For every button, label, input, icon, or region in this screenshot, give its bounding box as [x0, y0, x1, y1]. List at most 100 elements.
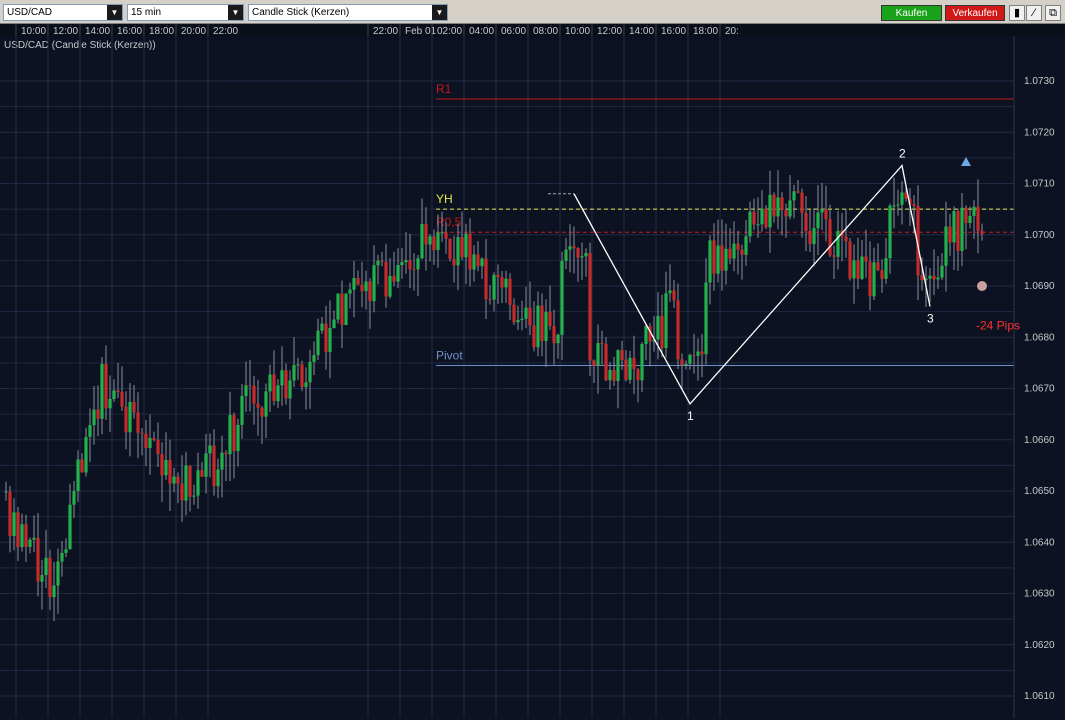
candle-bull: [940, 265, 944, 278]
pattern-point-label: 3: [927, 312, 934, 326]
price-tick-label: 1.0640: [1024, 537, 1055, 548]
candle-bull: [756, 224, 760, 226]
candlestick-chart[interactable]: 10:00 12:00 14:00 16:00 18:00 20:00 22:00 22:00…: [0, 24, 1065, 720]
candle-bull: [760, 208, 764, 225]
candle-bull: [204, 453, 208, 477]
time-tick-label: 08:00: [533, 26, 558, 37]
popout-icon[interactable]: ⧉: [1045, 5, 1061, 21]
candle-bull: [364, 281, 368, 292]
candle-bear: [444, 232, 448, 239]
time-tick-label: 14:00: [629, 26, 654, 37]
candle-bear: [572, 246, 576, 249]
candle-bear: [620, 350, 624, 360]
chart-type-select[interactable]: Candle Stick (Kerzen) ▼: [248, 4, 448, 21]
buy-button[interactable]: Kaufen: [881, 5, 942, 21]
candle-bull: [900, 192, 904, 205]
candle-bear: [880, 270, 884, 279]
candle-bull: [348, 289, 352, 294]
candle-bear: [956, 211, 960, 251]
time-tick-label: 06:00: [501, 26, 526, 37]
candle-bear: [796, 191, 800, 193]
candle-bear: [140, 432, 144, 434]
candle-bear: [780, 197, 784, 211]
candle-bull: [580, 256, 584, 258]
chevron-down-icon[interactable]: ▼: [107, 5, 122, 20]
price-axis: 1.0730 1.0720 1.0710 1.0700 1.0690 1.0680 1.06…: [1013, 36, 1055, 718]
pips-annotation: -24 Pips: [976, 319, 1020, 333]
candle-bull: [64, 549, 68, 553]
candle-bull: [292, 365, 296, 381]
candle-bear: [808, 231, 812, 245]
symbol-select[interactable]: USD/CAD ▼: [3, 4, 123, 21]
candle-bear: [672, 290, 676, 301]
candle-bear: [532, 325, 536, 348]
candle-bear: [828, 219, 832, 256]
candle-bull: [836, 230, 840, 257]
candle-bull: [440, 232, 444, 234]
candle-bear: [380, 260, 384, 262]
price-tick-label: 1.0630: [1024, 589, 1055, 600]
time-axis-background: [0, 24, 1065, 37]
candle-bear: [800, 192, 804, 213]
candle-bull: [316, 330, 320, 356]
candle-bull: [872, 262, 876, 297]
candle-bear: [460, 237, 464, 258]
candle-bear: [448, 238, 452, 259]
chart-toolbar: USD/CAD ▼ 15 min ▼ Candle Stick (Kerzen)…: [0, 0, 1065, 24]
candle-bear: [908, 198, 912, 205]
candle-bear: [976, 206, 980, 231]
candle-bear: [104, 363, 108, 409]
candle-bear: [224, 452, 228, 455]
candle-bull: [428, 236, 432, 245]
interval-select[interactable]: 15 min ▼: [127, 4, 244, 21]
level-label: YH: [436, 192, 453, 206]
time-tick-label: 16:00: [661, 26, 686, 37]
candle-bull: [696, 351, 700, 356]
time-tick-label: 10:00: [21, 26, 46, 37]
candle-bull: [972, 206, 976, 216]
candle-bull: [208, 445, 212, 454]
time-tick-label: 18:00: [149, 26, 174, 37]
chevron-down-icon[interactable]: ▼: [432, 5, 447, 20]
chart-grid: [0, 36, 1014, 718]
candle-bull: [464, 233, 468, 258]
candle-bear: [600, 343, 604, 345]
candle-bear: [660, 315, 664, 349]
candle-bull: [68, 504, 72, 550]
candle-bull: [568, 246, 572, 250]
sell-button[interactable]: Verkaufen: [945, 5, 1005, 21]
candle-bear: [740, 249, 744, 255]
candle-bull: [388, 275, 392, 297]
candle-bear: [692, 354, 696, 356]
candle-bear: [256, 403, 260, 408]
candle-bear: [676, 300, 680, 360]
candle-bear: [16, 512, 20, 548]
candle-bull: [128, 401, 132, 433]
candle-bull: [516, 319, 520, 323]
pattern-point-label: 1: [687, 409, 694, 423]
candle-bear: [868, 261, 872, 297]
candle-bull: [792, 191, 796, 201]
candle-bull: [372, 265, 376, 302]
candle-bear: [248, 385, 252, 387]
candle-bull: [416, 258, 420, 270]
time-tick-label: 14:00: [85, 26, 110, 37]
bar-chart-icon[interactable]: ▮: [1009, 5, 1025, 21]
candle-bull: [12, 512, 16, 537]
candle-bull: [220, 452, 224, 470]
candle-bear: [136, 412, 140, 433]
chevron-down-icon[interactable]: ▼: [228, 5, 243, 20]
draw-line-icon[interactable]: ∕: [1026, 5, 1042, 21]
candle-bull: [32, 537, 36, 540]
candle-bear: [252, 385, 256, 404]
candle-bull: [456, 237, 460, 266]
candle-bear: [528, 307, 532, 326]
candle-bear: [844, 236, 848, 242]
candle-bull: [296, 364, 300, 366]
time-tick-label: Feb 01: [405, 26, 437, 37]
candle-bear: [132, 401, 136, 413]
candle-bull: [492, 274, 496, 300]
candle-bear: [848, 241, 852, 279]
candles: [4, 170, 984, 622]
candle-bull: [172, 476, 176, 484]
